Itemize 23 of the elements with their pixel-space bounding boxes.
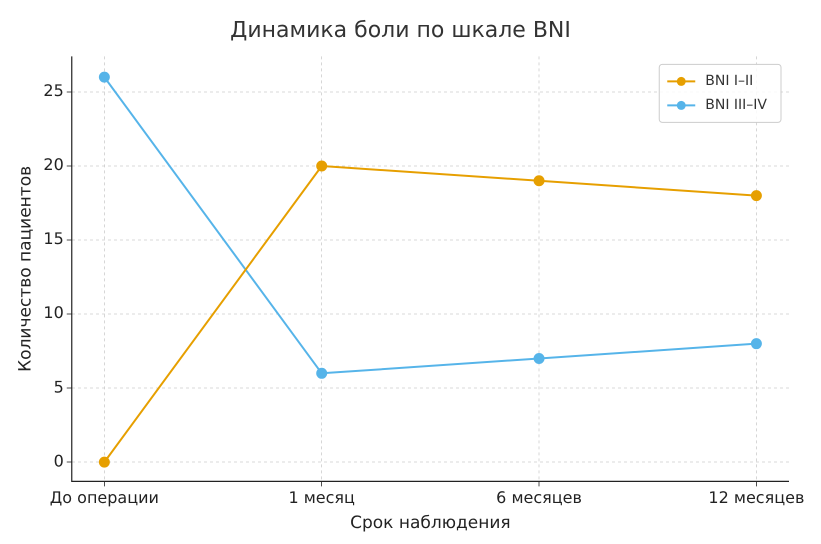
y-tick-label: 20: [43, 155, 64, 174]
x-tick-label: До операции: [50, 488, 159, 508]
x-tick-label: 6 месяцев: [496, 488, 582, 508]
point: [316, 160, 328, 172]
y-tick-label: 15: [43, 229, 64, 248]
y-tick-label: 5: [54, 377, 64, 396]
y-tick-label: 10: [43, 303, 64, 322]
point: [534, 175, 545, 186]
point: [750, 190, 762, 202]
legend-label: BNI III–IV: [705, 97, 768, 114]
legend-label: BNI I–II: [705, 73, 754, 90]
x-axis-title: Срок наблюдения: [350, 513, 511, 534]
point: [750, 338, 762, 350]
x-tick-label: 1 месяц: [288, 488, 356, 508]
point: [534, 352, 545, 364]
x-tick-label: 12 месяцев: [708, 488, 804, 508]
chart-title: Динамика боли по шкале BNI: [230, 18, 571, 43]
point: [98, 456, 110, 468]
point: [316, 368, 328, 379]
y-tick-label: 0: [54, 451, 64, 470]
y-axis-title: Количество пациентов: [16, 166, 36, 372]
point: [98, 72, 110, 83]
y-tick-label: 25: [43, 81, 64, 100]
